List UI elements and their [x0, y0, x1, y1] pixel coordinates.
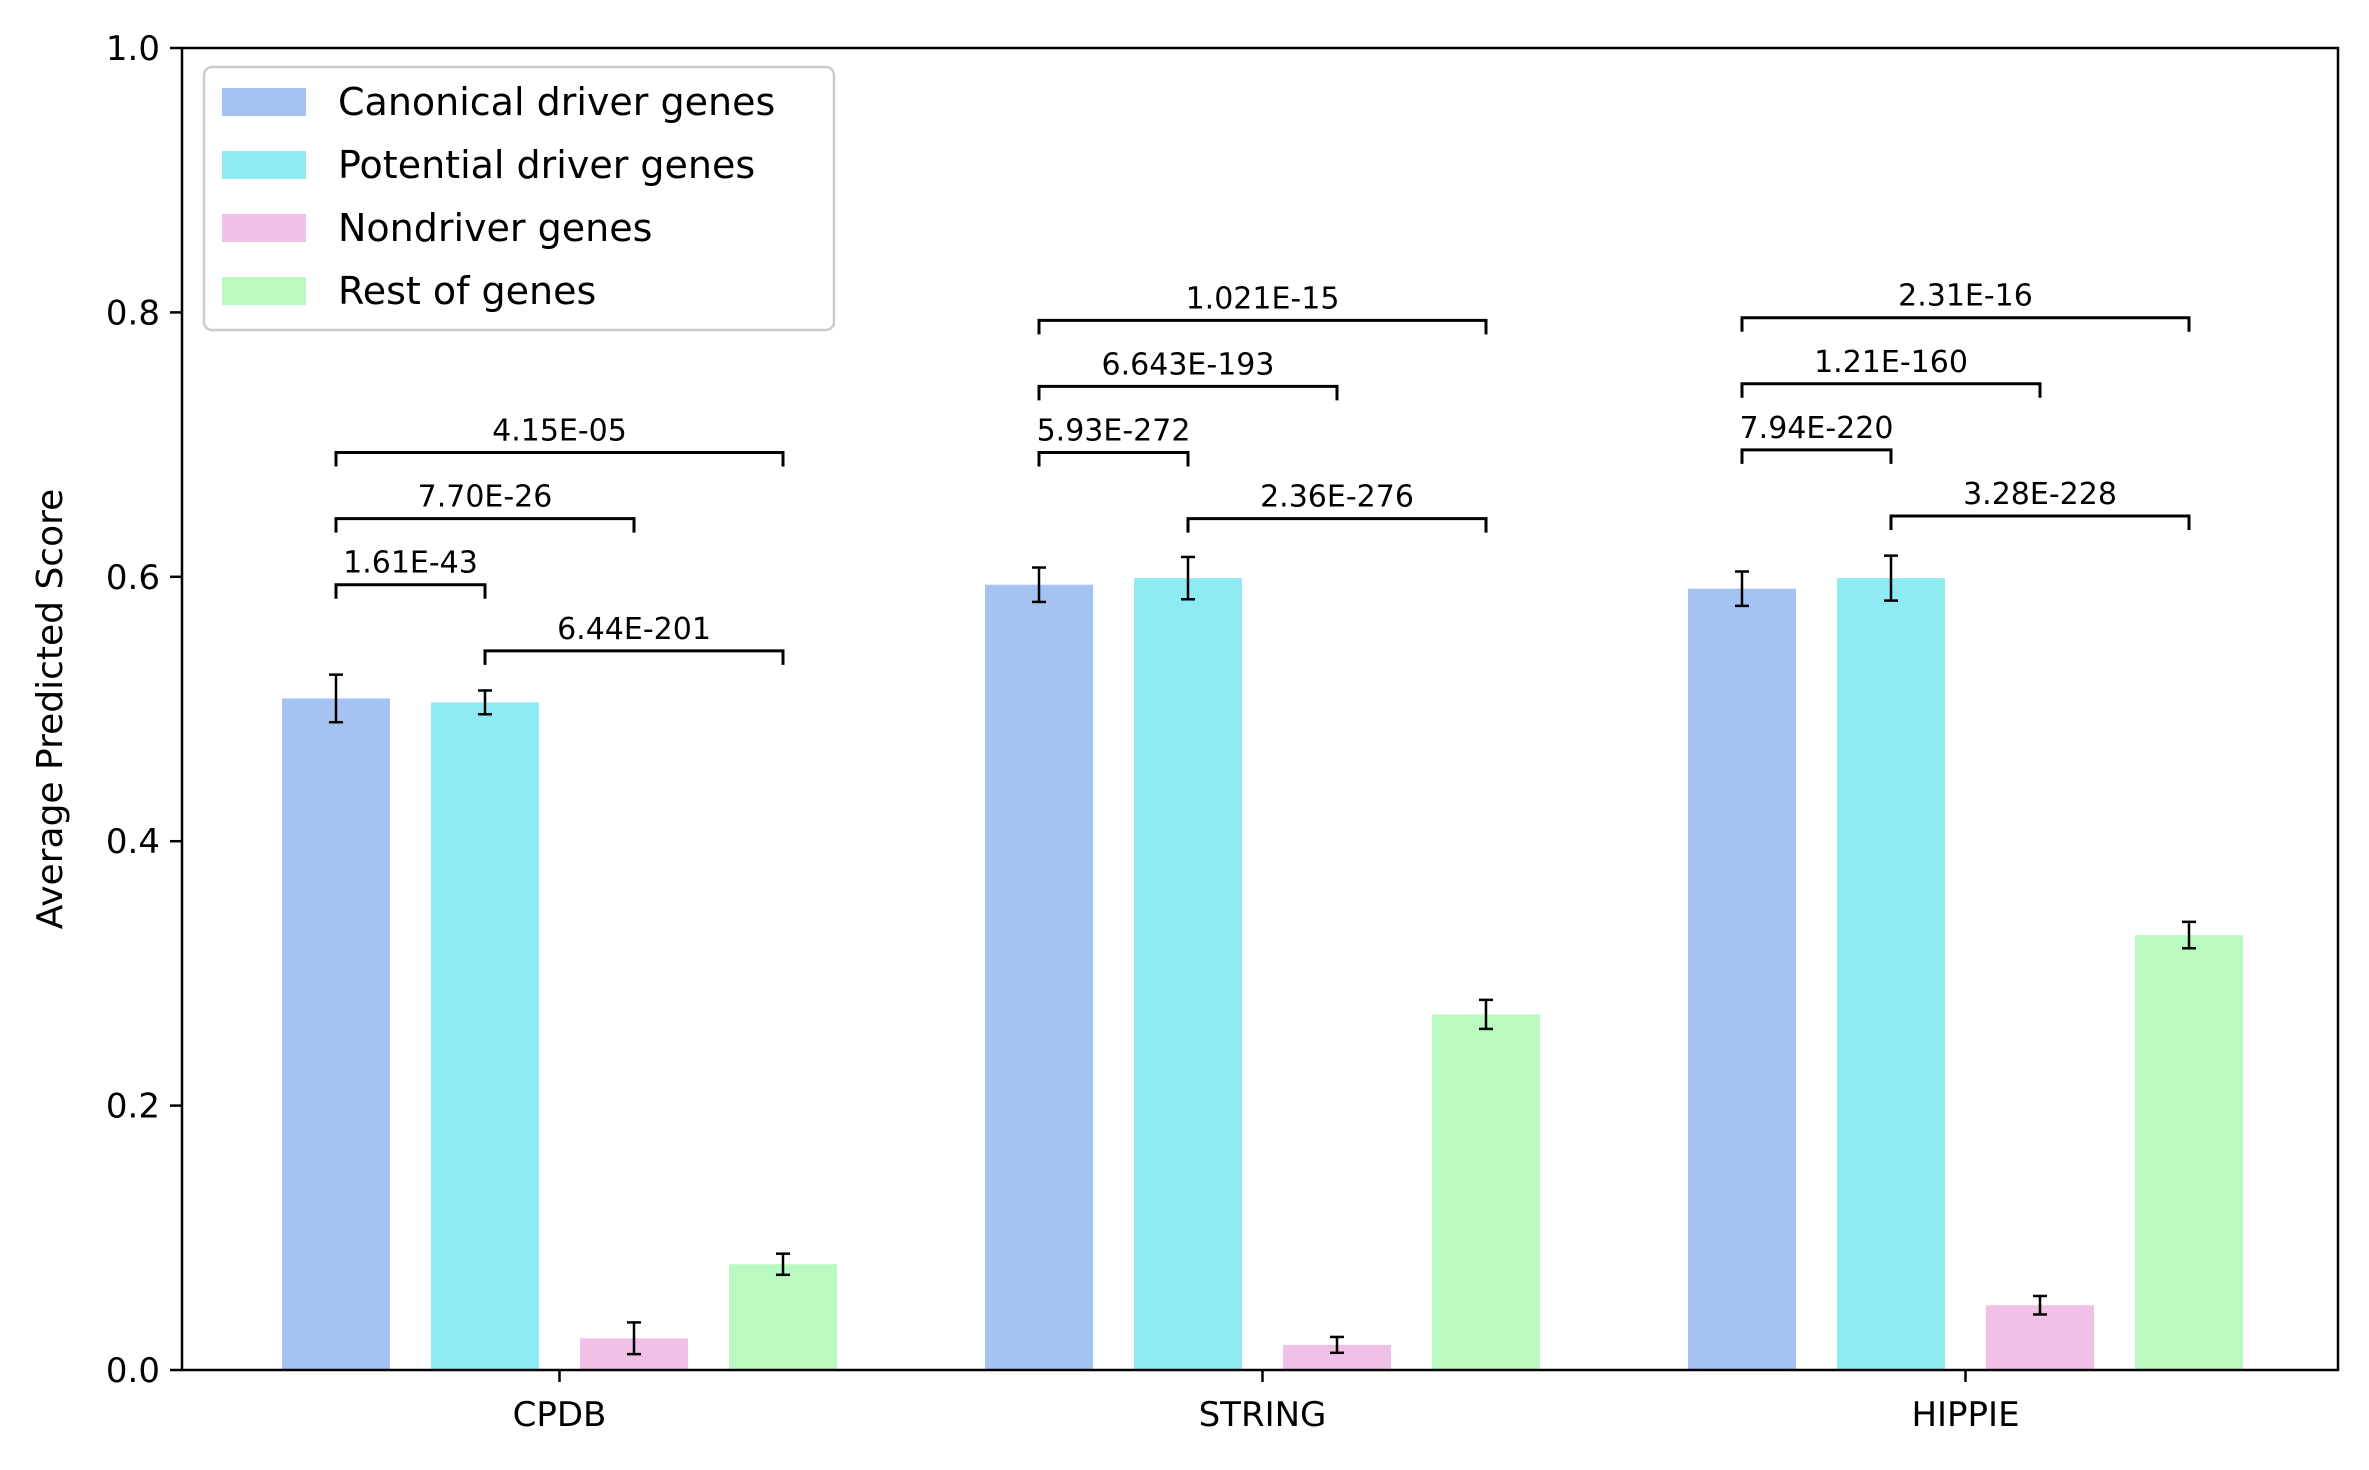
y-axis: 0.0 0.2 0.4 0.6 0.8 1.0: [106, 29, 182, 1391]
significance-bracket: 2.36E-276: [1186, 480, 1488, 533]
p-value-label: 4.15E-05: [492, 414, 627, 449]
p-value-label: 5.93E-272: [1037, 414, 1191, 449]
error-bar: [627, 1321, 641, 1356]
error-bar: [1479, 998, 1493, 1031]
bracket-line: [1186, 517, 1488, 533]
bar-hippie-series-1: [1837, 578, 1945, 1370]
bracket-line: [1037, 451, 1190, 467]
bracket-line: [334, 583, 487, 599]
legend-swatch: [222, 88, 306, 116]
legend-label: Potential driver genes: [338, 143, 755, 187]
error-bar: [478, 689, 492, 716]
x-tick-label: STRING: [1199, 1395, 1327, 1435]
error-bar: [1735, 570, 1749, 608]
p-value-label: 6.44E-201: [557, 612, 711, 647]
bar-cpdb-series-3: [729, 1264, 837, 1370]
p-value-label: 6.643E-193: [1102, 347, 1275, 382]
plot-area-frame: [180, 46, 2340, 1372]
p-value-label: 1.21E-160: [1814, 345, 1968, 380]
bracket-line: [334, 517, 636, 533]
legend-item: Nondriver genes: [222, 206, 652, 250]
bracket-line: [1740, 382, 2042, 398]
error-bar: [1032, 566, 1046, 604]
bar-hippie-series-0: [1688, 588, 1796, 1370]
legend-item: Potential driver genes: [222, 143, 755, 187]
legend: Canonical driver genes Potential driver g…: [202, 65, 836, 332]
significance-bracket: 6.643E-193: [1037, 347, 1339, 401]
bar-string-series-1: [1134, 578, 1242, 1370]
error-bar: [1884, 554, 1898, 602]
y-tick-label: 0.2: [106, 1087, 160, 1127]
p-value-label: 7.70E-26: [418, 480, 553, 515]
y-axis-label: Average Predicted Score: [30, 489, 71, 930]
p-value-label: 2.31E-16: [1898, 279, 2033, 314]
bar-hippie-series-2: [1986, 1305, 2094, 1370]
significance-bracket: 3.28E-228: [1889, 477, 2191, 530]
bracket-line: [1740, 316, 2191, 332]
significance-bracket: 5.93E-272: [1037, 414, 1191, 467]
significance-bracket: 4.15E-05: [334, 414, 785, 467]
legend-swatch: [222, 214, 306, 242]
error-bar: [2033, 1294, 2047, 1316]
legend-swatch: [222, 277, 306, 305]
x-axis: CPDB STRING HIPPIE: [513, 1370, 2020, 1435]
legend-label: Nondriver genes: [338, 206, 652, 250]
bracket-line: [1889, 514, 2191, 530]
bracket-line: [483, 649, 785, 665]
x-tick-label: CPDB: [513, 1395, 607, 1435]
bar-string-series-3: [1432, 1014, 1540, 1370]
significance-bracket: 2.31E-16: [1740, 279, 2191, 332]
x-tick-label: HIPPIE: [1911, 1395, 2019, 1435]
y-tick-label: 1.0: [106, 29, 160, 69]
significance-annotations-layer: 1.61E-43 7.70E-26 4.15E-05 6.44E-201 5.93E-2…: [334, 279, 2191, 665]
legend-item: Canonical driver genes: [222, 80, 775, 124]
bracket-line: [1740, 448, 1893, 464]
error-bar: [1330, 1335, 1344, 1355]
legend-item: Rest of genes: [222, 269, 596, 313]
p-value-label: 2.36E-276: [1260, 480, 1414, 515]
significance-bracket: 7.70E-26: [334, 480, 636, 533]
bar-cpdb-series-0: [282, 698, 390, 1370]
legend-box: [202, 65, 836, 332]
error-bars-layer: [329, 554, 2196, 1356]
bracket-line: [1037, 318, 1488, 335]
legend-label: Rest of genes: [338, 269, 596, 313]
error-bar: [2182, 920, 2196, 950]
significance-bracket: 6.44E-201: [483, 612, 785, 665]
y-tick-label: 0.6: [106, 558, 160, 598]
error-bar: [329, 673, 343, 724]
significance-bracket: 1.61E-43: [334, 546, 487, 599]
error-bar: [1181, 555, 1195, 601]
bar-string-series-0: [985, 584, 1093, 1370]
significance-bracket: 7.94E-220: [1740, 411, 1894, 464]
legend-swatch: [222, 151, 306, 179]
y-tick-label: 0.8: [106, 293, 160, 333]
bar-cpdb-series-1: [431, 702, 539, 1370]
significance-bracket: 1.021E-15: [1037, 281, 1488, 335]
bracket-line: [1037, 384, 1339, 401]
bars-layer: [282, 578, 2243, 1370]
error-bar: [776, 1252, 790, 1277]
bar-hippie-series-3: [2135, 935, 2243, 1370]
p-value-label: 7.94E-220: [1740, 411, 1894, 446]
legend-label: Canonical driver genes: [338, 80, 775, 124]
y-tick-label: 0.4: [106, 822, 160, 862]
bracket-line: [334, 451, 785, 467]
p-value-label: 3.28E-228: [1963, 477, 2117, 512]
significance-bracket: 1.21E-160: [1740, 345, 2042, 398]
p-value-label: 1.021E-15: [1186, 281, 1340, 316]
y-tick-label: 0.0: [106, 1351, 160, 1391]
p-value-label: 1.61E-43: [343, 546, 478, 581]
